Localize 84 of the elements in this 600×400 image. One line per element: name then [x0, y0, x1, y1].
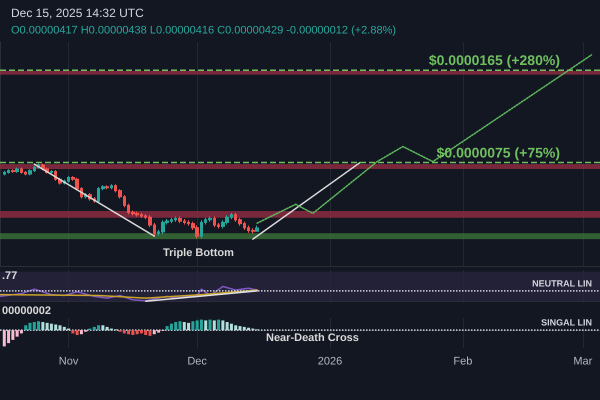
candlestick	[28, 168, 32, 176]
bar	[230, 324, 233, 330]
candlestick	[251, 228, 255, 234]
bar	[187, 322, 190, 330]
candlestick	[174, 216, 177, 222]
bar	[71, 330, 74, 334]
x-tick-label: Mar	[573, 356, 593, 368]
bar	[54, 324, 58, 330]
bar	[152, 330, 156, 334]
candlestick	[67, 176, 70, 184]
bar	[62, 326, 66, 330]
bar	[131, 330, 134, 336]
bar	[196, 320, 199, 330]
bar	[37, 321, 40, 330]
candlestick	[110, 184, 113, 190]
bar	[106, 326, 109, 330]
bar	[242, 326, 246, 330]
bar	[46, 322, 49, 330]
bar	[41, 322, 44, 330]
text: .77	[2, 270, 18, 282]
candlestick	[238, 217, 242, 226]
bar	[204, 320, 208, 330]
bar	[200, 320, 203, 330]
candlestick	[161, 220, 165, 235]
bar	[166, 326, 169, 330]
x-tick-label: Feb	[453, 356, 472, 368]
bar	[11, 330, 14, 340]
bar	[221, 320, 224, 330]
bar	[2, 330, 6, 346]
candlestick	[178, 216, 182, 224]
candlestick	[213, 216, 216, 228]
bar	[20, 330, 23, 334]
x-tick-label: 2026	[318, 356, 342, 368]
candlestick	[7, 168, 10, 174]
candlestick	[50, 170, 53, 174]
bar	[97, 325, 100, 330]
bar	[24, 325, 28, 330]
bar	[217, 320, 220, 330]
bar	[170, 324, 173, 330]
candlestick	[208, 216, 212, 222]
bar	[182, 322, 186, 330]
bar	[174, 322, 178, 330]
bar	[32, 322, 36, 330]
candlestick	[135, 211, 139, 218]
x-tick-label: Dec	[187, 356, 208, 368]
bar	[92, 326, 96, 330]
ref-line-label: SINGAL LIN	[541, 318, 592, 328]
chart-title: Dec 15, 2025 14:32 UTC	[11, 6, 144, 20]
bar	[140, 330, 143, 334]
candlestick	[200, 220, 203, 240]
bar	[191, 321, 194, 330]
candlestick	[195, 225, 199, 240]
bar	[234, 325, 238, 330]
candlestick	[255, 225, 259, 232]
bar	[16, 330, 19, 337]
bar	[157, 330, 160, 333]
bar	[247, 328, 250, 330]
bar	[226, 322, 229, 330]
candlestick	[15, 167, 19, 174]
annotation: Near-Death Cross	[266, 332, 359, 344]
candlestick	[20, 167, 23, 174]
bar	[80, 330, 83, 334]
bar	[122, 330, 126, 334]
bar	[212, 320, 216, 330]
bar	[76, 330, 79, 336]
bar	[136, 330, 139, 334]
bar	[208, 320, 212, 330]
chart-subtitle: O0.00000417 H0.00000438 L0.00000416 C0.00000429 -0.00000012 (+2.88%)	[11, 24, 396, 36]
candlestick	[3, 170, 6, 176]
annotation: Triple Bottom	[163, 247, 234, 259]
bar	[50, 324, 53, 330]
bar	[7, 330, 10, 344]
bar	[127, 330, 130, 334]
candlestick	[105, 184, 109, 190]
x-tick-label: Nov	[58, 356, 79, 368]
ref-line-label: NEUTRAL LIN	[532, 278, 592, 288]
candlestick	[24, 170, 27, 176]
candlestick	[225, 214, 229, 225]
bar	[144, 330, 148, 336]
bar	[101, 325, 104, 330]
candlestick	[221, 220, 225, 230]
candlestick	[11, 168, 15, 174]
text: 00000002	[2, 305, 51, 317]
ref-line-label: $0.0000165 (+280%)	[428, 52, 560, 68]
